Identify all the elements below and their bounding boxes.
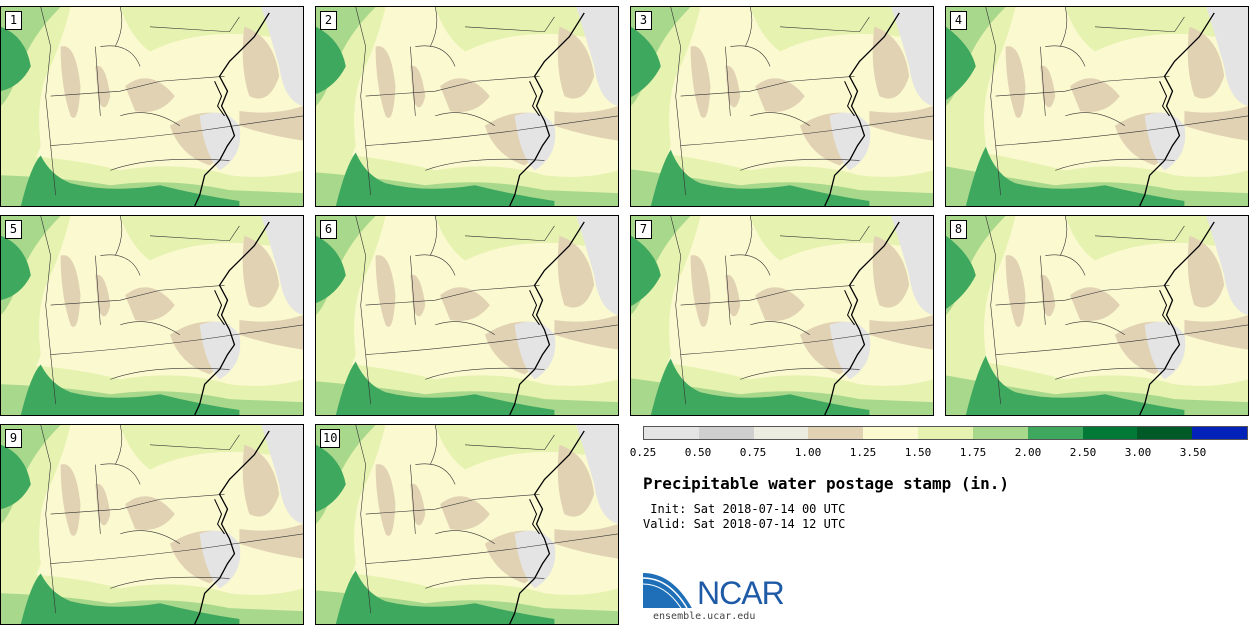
ncar-swoosh-icon <box>643 571 694 609</box>
member-stamp: 6 <box>315 215 619 416</box>
colorbar-tick-labels: 0.25 0.50 0.75 1.00 1.25 1.50 1.75 2.00 2.50 3.00… <box>630 446 1250 460</box>
member-label: 6 <box>320 220 337 239</box>
pw-field-map <box>1 7 303 206</box>
colorbar-tick-label: 2.50 <box>1069 446 1097 459</box>
pw-field-map <box>1 216 303 415</box>
colorbar-tick-label: 1.25 <box>849 446 877 459</box>
member-stamp: 3 <box>630 6 934 207</box>
colorbar-tick-label: 1.50 <box>904 446 932 459</box>
member-label: 5 <box>5 220 22 239</box>
colorbar-tick-label: 3.50 <box>1179 446 1207 459</box>
colorbar-segment <box>1027 427 1083 439</box>
colorbar <box>643 426 1248 440</box>
colorbar-tick-label: 0.25 <box>629 446 657 459</box>
pw-field-map <box>631 216 933 415</box>
member-label: 1 <box>5 11 22 30</box>
colorbar-segment <box>972 427 1028 439</box>
member-label: 3 <box>635 11 652 30</box>
figure-title: Precipitable water postage stamp (in.) <box>643 474 1010 493</box>
member-stamp: 10 <box>315 424 619 625</box>
website-url: ensemble.ucar.edu <box>653 611 756 622</box>
pw-field-map <box>631 7 933 206</box>
pw-field-map <box>946 7 1248 206</box>
colorbar-segment <box>918 427 973 439</box>
member-label: 7 <box>635 220 652 239</box>
member-stamp: 8 <box>945 215 1249 416</box>
colorbar-tick-label: 1.75 <box>959 446 987 459</box>
colorbar-segment <box>1137 427 1193 439</box>
member-stamp: 7 <box>630 215 934 416</box>
init-time: Init: Sat 2018-07-14 00 UTC <box>643 502 846 516</box>
member-stamp: 4 <box>945 6 1249 207</box>
member-label: 10 <box>320 429 341 448</box>
valid-time: Valid: Sat 2018-07-14 12 UTC <box>643 517 846 531</box>
colorbar-segment <box>644 427 699 439</box>
pw-field-map <box>316 216 618 415</box>
member-label: 9 <box>5 429 22 448</box>
member-label: 2 <box>320 11 337 30</box>
ncar-wordmark: NCAR <box>697 575 785 611</box>
member-stamp: 5 <box>0 215 304 416</box>
member-stamp: 1 <box>0 6 304 207</box>
member-label: 8 <box>950 220 967 239</box>
pw-field-map <box>316 425 618 624</box>
ncar-logo: NCAR <box>643 568 803 618</box>
pw-field-map <box>316 7 618 206</box>
colorbar-segment <box>808 427 864 439</box>
member-stamp: 2 <box>315 6 619 207</box>
colorbar-segment <box>863 427 919 439</box>
pw-field-map <box>946 216 1248 415</box>
member-stamp: 9 <box>0 424 304 625</box>
colorbar-segment <box>1192 427 1247 439</box>
pw-field-map <box>1 425 303 624</box>
colorbar-tick-label: 1.00 <box>794 446 822 459</box>
colorbar-tick-label: 3.00 <box>1124 446 1152 459</box>
colorbar-segment <box>753 427 809 439</box>
colorbar-tick-label: 0.75 <box>739 446 767 459</box>
member-label: 4 <box>950 11 967 30</box>
colorbar-tick-label: 0.50 <box>684 446 712 459</box>
colorbar-segment <box>698 427 754 439</box>
colorbar-segment <box>1082 427 1138 439</box>
colorbar-tick-label: 2.00 <box>1014 446 1042 459</box>
